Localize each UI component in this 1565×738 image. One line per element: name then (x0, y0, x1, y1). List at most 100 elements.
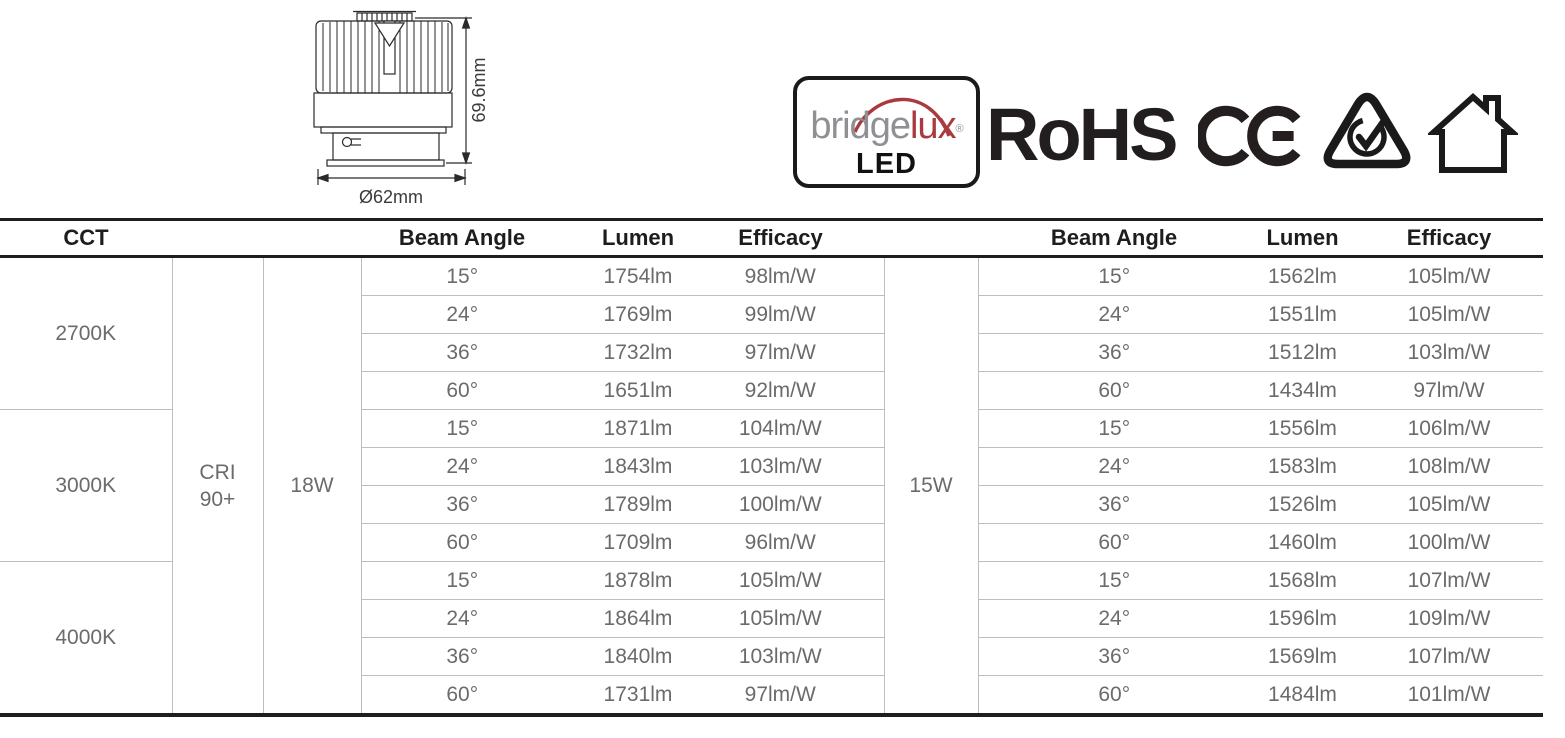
beam-cell: 36° (361, 333, 563, 372)
efficacy-cell: 92lm/W (713, 371, 884, 410)
header-spacer-cri (172, 219, 263, 258)
ce-mark-icon (1198, 105, 1301, 167)
center-cone (373, 22, 406, 48)
beam-cell: 60° (978, 371, 1250, 410)
diameter-dimension-lines (316, 169, 467, 185)
header-cct: CCT (0, 219, 172, 258)
lumen-cell: 1754lm (563, 256, 713, 296)
height-dimension-label: 69.6mm (469, 57, 489, 122)
efficacy-cell: 101lm/W (1355, 675, 1543, 716)
efficacy-cell: 103lm/W (713, 447, 884, 486)
cct-4000k: 4000K (0, 561, 173, 715)
lumen-cell: 1864lm (563, 599, 713, 638)
lumen-cell: 1709lm (563, 523, 713, 562)
table-row: 60° 1651lm 92lm/W 60° 1434lm 97lm/W (0, 371, 1543, 410)
rcm-mark-icon (1323, 92, 1411, 169)
beam-cell: 36° (361, 637, 563, 676)
table-row: 2700K CRI 90+ 18W 15° 1754lm 98lm/W 15W 1… (0, 256, 1543, 715)
house-mark-icon (1428, 92, 1518, 173)
efficacy-cell: 97lm/W (713, 333, 884, 372)
beam-cell: 24° (361, 447, 563, 486)
header-spacer-watt (263, 219, 361, 258)
efficacy-cell: 107lm/W (1355, 561, 1543, 600)
screw-detail (341, 136, 353, 148)
table-row: 60° 1709lm 96lm/W 60° 1460lm 100lm/W (0, 523, 1543, 562)
beam-cell: 24° (361, 599, 563, 638)
efficacy-cell: 97lm/W (713, 675, 884, 716)
bridgelux-logo: bridgelux® LED (793, 76, 980, 188)
wattage-15w: 15W (883, 256, 979, 715)
beam-cell: 36° (978, 333, 1250, 372)
efficacy-cell: 105lm/W (1355, 256, 1543, 296)
lumen-cell: 1878lm (563, 561, 713, 600)
beam-cell: 15° (361, 256, 563, 296)
bridgelux-led-label: LED (856, 148, 917, 180)
lumen-cell: 1596lm (1250, 599, 1355, 638)
cct-2700k: 2700K (0, 256, 173, 410)
heatsink-fins (322, 21, 449, 93)
diameter-dimension-label: Ø62mm (359, 187, 423, 207)
center-post (383, 20, 396, 75)
beam-cell: 60° (361, 523, 563, 562)
table-row: 4000K 15° 1878lm 105lm/W 15° 1568lm 107l… (0, 561, 1543, 715)
table-row: 36° 1789lm 100lm/W 36° 1526lm 105lm/W (0, 485, 1543, 524)
cct-3000k: 3000K (0, 409, 173, 562)
lumen-cell: 1434lm (1250, 371, 1355, 410)
lumen-cell: 1789lm (563, 485, 713, 524)
beam-cell: 15° (978, 561, 1250, 600)
efficacy-cell: 109lm/W (1355, 599, 1543, 638)
efficacy-cell: 105lm/W (713, 599, 884, 638)
bridgelux-word-gray: bridge (810, 105, 911, 147)
beam-cell: 15° (978, 256, 1250, 296)
lumen-cell: 1731lm (563, 675, 713, 716)
beam-cell: 36° (978, 637, 1250, 676)
header-lumen-15w: Lumen (1250, 219, 1355, 258)
efficacy-cell: 107lm/W (1355, 637, 1543, 676)
efficacy-cell: 99lm/W (713, 295, 884, 334)
certification-strip: bridgelux® LED RoHS (0, 0, 1565, 215)
header-lumen-18w: Lumen (563, 219, 713, 258)
lumen-cell: 1526lm (1250, 485, 1355, 524)
lumen-cell: 1732lm (563, 333, 713, 372)
lumen-cell: 1460lm (1250, 523, 1355, 562)
cap-ribs (361, 13, 408, 21)
header-beam-angle-18w: Beam Angle (361, 219, 563, 258)
cri-value-line1: CRI (199, 460, 236, 484)
bottom-flange (326, 159, 445, 167)
beam-cell: 24° (978, 599, 1250, 638)
led-module-drawing: 69.6mm Ø62mm (313, 10, 489, 207)
table-row: 3000K 15° 1871lm 104lm/W 15° 1556lm 106l… (0, 409, 1543, 562)
header-efficacy-15w: Efficacy (1355, 219, 1543, 258)
lumen-cell: 1569lm (1250, 637, 1355, 676)
lumen-cell: 1769lm (563, 295, 713, 334)
wattage-18w: 18W (263, 256, 362, 715)
efficacy-cell: 105lm/W (1355, 485, 1543, 524)
beam-cell: 36° (978, 485, 1250, 524)
table-header-row: CCT Beam Angle Lumen Efficacy Beam Angle… (0, 219, 1543, 258)
beam-cell: 24° (361, 295, 563, 334)
bridgelux-swoosh-icon (853, 97, 951, 137)
efficacy-cell: 104lm/W (713, 409, 884, 448)
bridgelux-wordmark: bridgelux® (797, 106, 976, 149)
lumen-cell: 1583lm (1250, 447, 1355, 486)
efficacy-cell: 98lm/W (713, 256, 884, 296)
beam-cell: 24° (978, 295, 1250, 334)
beam-cell: 60° (361, 371, 563, 410)
efficacy-cell: 105lm/W (713, 561, 884, 600)
beam-cell: 15° (361, 409, 563, 448)
rohs-label: RoHS (986, 93, 1178, 176)
efficacy-cell: 103lm/W (1355, 333, 1543, 372)
lumen-cell: 1512lm (1250, 333, 1355, 372)
beam-cell: 60° (978, 523, 1250, 562)
header-beam-angle-15w: Beam Angle (978, 219, 1250, 258)
beam-cell: 60° (978, 675, 1250, 716)
table-row: 36° 1840lm 103lm/W 36° 1569lm 107lm/W (0, 637, 1543, 676)
efficacy-cell: 105lm/W (1355, 295, 1543, 334)
table-row: 24° 1769lm 99lm/W 24° 1551lm 105lm/W (0, 295, 1543, 334)
table-row: 24° 1864lm 105lm/W 24° 1596lm 109lm/W (0, 599, 1543, 638)
beam-cell: 36° (361, 485, 563, 524)
bridgelux-word-red: lux (909, 105, 957, 147)
cri-value-line2: 90+ (199, 487, 236, 511)
cri-cell: CRI 90+ (172, 256, 264, 715)
